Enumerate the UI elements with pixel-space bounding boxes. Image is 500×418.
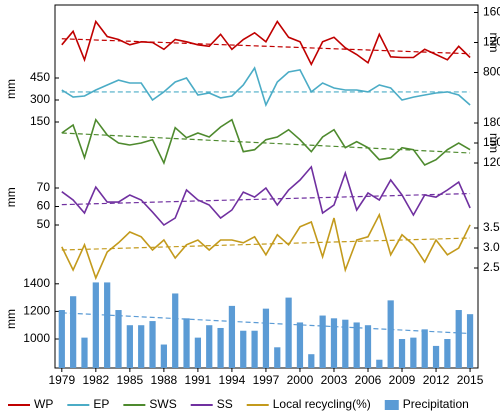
bar xyxy=(285,297,292,368)
x-tick-label: 1994 xyxy=(219,373,246,387)
bar xyxy=(319,315,326,368)
bar xyxy=(183,318,190,368)
bar xyxy=(432,345,440,368)
y-tick-label: 2.5% xyxy=(483,260,500,274)
bar xyxy=(376,359,383,368)
bar xyxy=(217,327,224,368)
trend-line xyxy=(61,192,471,206)
legend-label: EP xyxy=(93,397,109,411)
y-tick-label: 300 xyxy=(30,92,50,106)
legend-swatch xyxy=(384,400,399,410)
y-tick-label: 150 xyxy=(30,114,50,128)
bar xyxy=(206,325,213,368)
bar xyxy=(466,314,474,368)
bar xyxy=(330,318,338,368)
bar xyxy=(81,337,88,368)
y-tick-label: 3.0% xyxy=(483,240,500,254)
bar xyxy=(149,321,156,368)
legend-label: Local recycling(%) xyxy=(273,397,371,411)
x-tick-label: 1988 xyxy=(151,373,178,387)
x-tick-label: 1985 xyxy=(116,373,143,387)
y-tick-label: 450 xyxy=(30,70,50,84)
legend-label: Precipitation xyxy=(403,397,469,411)
bar xyxy=(160,344,167,368)
y-tick-label: 1600 xyxy=(483,5,500,19)
x-tick-label: 2003 xyxy=(321,373,348,387)
x-tick-label: 2012 xyxy=(423,373,450,387)
y-axis-label: mm xyxy=(4,79,18,99)
bar xyxy=(126,325,133,368)
y-tick-label: 3.5% xyxy=(483,220,500,234)
bar xyxy=(104,282,111,368)
bar xyxy=(398,339,406,368)
x-tick-label: 2015 xyxy=(457,373,484,387)
x-tick-label: 2009 xyxy=(389,373,416,387)
y-axis-label: mm xyxy=(4,309,18,329)
x-tick-label: 2006 xyxy=(355,373,382,387)
trend-line xyxy=(61,237,471,251)
bar xyxy=(194,337,202,368)
bar xyxy=(455,310,462,368)
bar xyxy=(410,337,417,368)
bar xyxy=(274,347,281,368)
bar xyxy=(92,282,99,368)
bar xyxy=(58,310,65,368)
x-tick-label: 1991 xyxy=(185,373,212,387)
bar xyxy=(262,308,270,368)
y-tick-label: 70 xyxy=(37,180,51,194)
series-line xyxy=(61,19,471,67)
x-tick-label: 1979 xyxy=(48,373,75,387)
bar xyxy=(70,296,77,368)
bar xyxy=(115,310,122,368)
y-tick-label: 120 xyxy=(483,155,500,169)
legend-label: SWS xyxy=(149,397,176,411)
bar xyxy=(228,305,236,368)
y-tick-label: 150 xyxy=(483,135,500,149)
y-tick-label: 800 xyxy=(483,65,500,79)
y-tick-label: 60 xyxy=(37,199,51,213)
y-axis-label: mm xyxy=(4,187,18,207)
trend-line xyxy=(61,132,471,154)
bar xyxy=(251,330,258,368)
bar xyxy=(444,339,451,368)
bar xyxy=(308,354,315,368)
bar xyxy=(342,319,349,368)
y-tick-label: 1400 xyxy=(23,276,50,290)
series-line xyxy=(61,165,471,227)
bar xyxy=(172,293,179,368)
y-tick-label: 1200 xyxy=(23,304,50,318)
y-tick-label: 180 xyxy=(483,115,500,129)
bar xyxy=(240,330,247,368)
bar xyxy=(296,322,304,368)
series-line xyxy=(61,212,471,281)
y-axis-label: mm xyxy=(487,133,500,153)
series-line xyxy=(61,66,471,108)
x-tick-label: 1997 xyxy=(253,373,280,387)
y-tick-label: 50 xyxy=(37,217,51,231)
bar xyxy=(387,300,394,368)
bar xyxy=(138,325,145,368)
y-axis-label: mm xyxy=(487,33,500,53)
y-tick-label: 1000 xyxy=(23,331,50,345)
trend-line xyxy=(61,312,471,335)
bar xyxy=(421,329,428,368)
y-tick-label: 1200 xyxy=(483,35,500,49)
legend-label: SS xyxy=(217,397,233,411)
trend-line xyxy=(61,38,471,55)
series-line xyxy=(61,117,471,167)
x-tick-label: 1982 xyxy=(82,373,109,387)
bar xyxy=(364,325,372,368)
bar xyxy=(353,322,360,368)
x-tick-label: 2000 xyxy=(287,373,314,387)
legend-label: WP xyxy=(34,397,53,411)
